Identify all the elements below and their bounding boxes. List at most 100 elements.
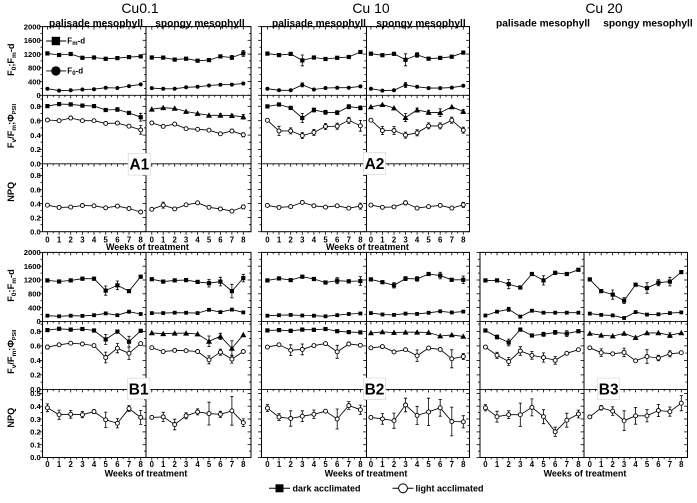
svg-text:5: 5: [323, 460, 328, 469]
svg-text:Fm-d: Fm-d: [67, 37, 85, 48]
svg-text:Fv/Fm;ΦPSII: Fv/Fm;ΦPSII: [6, 103, 18, 148]
svg-text:palisade mesophyll: palisade mesophyll: [496, 18, 590, 29]
svg-text:Weeks of treatment: Weeks of treatment: [105, 468, 188, 478]
svg-text:7: 7: [347, 235, 351, 244]
svg-text:2: 2: [392, 460, 397, 469]
svg-text:7: 7: [450, 460, 454, 469]
svg-text:8: 8: [679, 460, 684, 469]
svg-text:2: 2: [69, 460, 74, 469]
svg-text:6: 6: [218, 460, 223, 469]
svg-text:3: 3: [403, 235, 408, 244]
svg-text:6: 6: [115, 460, 120, 469]
svg-text:8: 8: [358, 460, 363, 469]
svg-text:8: 8: [576, 460, 581, 469]
svg-text:6: 6: [438, 460, 443, 469]
svg-text:4: 4: [415, 460, 420, 469]
svg-text:0: 0: [265, 460, 270, 469]
svg-text:palisade mesophyll: palisade mesophyll: [49, 18, 143, 29]
svg-text:0.2: 0.2: [30, 213, 41, 222]
svg-text:8: 8: [241, 235, 246, 244]
svg-text:A2: A2: [365, 156, 385, 173]
svg-text:800: 800: [28, 64, 41, 73]
svg-text:400: 400: [28, 77, 41, 86]
svg-text:0: 0: [483, 460, 488, 469]
svg-text:7: 7: [450, 235, 454, 244]
svg-text:1200: 1200: [24, 50, 41, 59]
svg-text:6: 6: [115, 235, 120, 244]
svg-text:4: 4: [195, 460, 200, 469]
svg-text:2: 2: [69, 235, 74, 244]
svg-text:0: 0: [45, 460, 50, 469]
svg-text:7: 7: [668, 460, 672, 469]
svg-text:3: 3: [184, 235, 189, 244]
svg-text:0.8: 0.8: [30, 327, 41, 336]
svg-text:7: 7: [127, 235, 131, 244]
svg-text:5: 5: [207, 235, 212, 244]
svg-text:0: 0: [369, 460, 374, 469]
svg-text:5: 5: [426, 235, 431, 244]
svg-text:1: 1: [161, 460, 166, 469]
svg-text:0.0: 0.0: [30, 385, 41, 394]
svg-text:B2: B2: [365, 381, 385, 398]
svg-text:5: 5: [541, 460, 546, 469]
svg-text:palisade mesophyll: palisade mesophyll: [272, 18, 366, 29]
svg-text:1: 1: [57, 460, 62, 469]
svg-text:0.4: 0.4: [30, 356, 41, 365]
svg-text:0: 0: [37, 91, 41, 100]
svg-text:0.0: 0.0: [30, 160, 41, 169]
svg-text:0.4: 0.4: [30, 402, 41, 411]
svg-text:0.2: 0.2: [30, 371, 41, 380]
svg-text:0.6: 0.6: [30, 342, 41, 351]
svg-text:2: 2: [611, 460, 616, 469]
svg-text:F0-d: F0-d: [67, 67, 83, 78]
svg-text:2: 2: [392, 235, 397, 244]
svg-text:4: 4: [415, 235, 420, 244]
svg-text:2: 2: [289, 235, 294, 244]
svg-text:7: 7: [230, 235, 234, 244]
svg-text:4: 4: [312, 460, 317, 469]
svg-text:4: 4: [633, 460, 638, 469]
svg-text:7: 7: [347, 460, 351, 469]
svg-text:5: 5: [207, 460, 212, 469]
svg-text:1: 1: [380, 235, 385, 244]
svg-text:1: 1: [277, 460, 282, 469]
svg-text:Weeks of treatment: Weeks of treatment: [544, 468, 627, 478]
svg-text:1: 1: [57, 235, 62, 244]
svg-text:3: 3: [300, 235, 305, 244]
svg-text:6: 6: [553, 460, 558, 469]
svg-text:2000: 2000: [24, 248, 41, 257]
svg-text:6: 6: [218, 235, 223, 244]
svg-text:Cu 10: Cu 10: [352, 0, 390, 16]
svg-text:8: 8: [139, 235, 144, 244]
svg-text:B1: B1: [129, 381, 149, 398]
svg-text:5: 5: [104, 460, 109, 469]
svg-text:3: 3: [184, 460, 189, 469]
svg-text:4: 4: [530, 460, 535, 469]
svg-text:5: 5: [104, 235, 109, 244]
svg-text:1: 1: [380, 460, 385, 469]
svg-text:B3: B3: [599, 381, 619, 398]
svg-text:6: 6: [656, 460, 661, 469]
svg-text:0: 0: [588, 460, 593, 469]
svg-text:1200: 1200: [24, 276, 41, 285]
svg-text:7: 7: [127, 460, 131, 469]
svg-text:0.2: 0.2: [30, 145, 41, 154]
svg-text:0.6: 0.6: [30, 116, 41, 125]
svg-text:2: 2: [173, 460, 178, 469]
svg-text:light acclimated: light acclimated: [416, 483, 484, 493]
svg-text:dark acclimated: dark acclimated: [293, 483, 361, 493]
svg-text:0.8: 0.8: [30, 102, 41, 111]
svg-text:0: 0: [265, 235, 270, 244]
svg-text:400: 400: [28, 303, 41, 312]
svg-text:0: 0: [45, 235, 50, 244]
svg-text:8: 8: [358, 235, 363, 244]
svg-text:8: 8: [139, 460, 144, 469]
svg-text:7: 7: [230, 460, 234, 469]
svg-text:Weeks of treatment: Weeks of treatment: [325, 468, 408, 478]
svg-text:6: 6: [335, 460, 340, 469]
svg-text:4: 4: [312, 235, 317, 244]
svg-text:A1: A1: [129, 157, 149, 174]
svg-text:0: 0: [37, 317, 41, 326]
svg-text:0: 0: [150, 235, 155, 244]
svg-text:1600: 1600: [24, 36, 41, 45]
